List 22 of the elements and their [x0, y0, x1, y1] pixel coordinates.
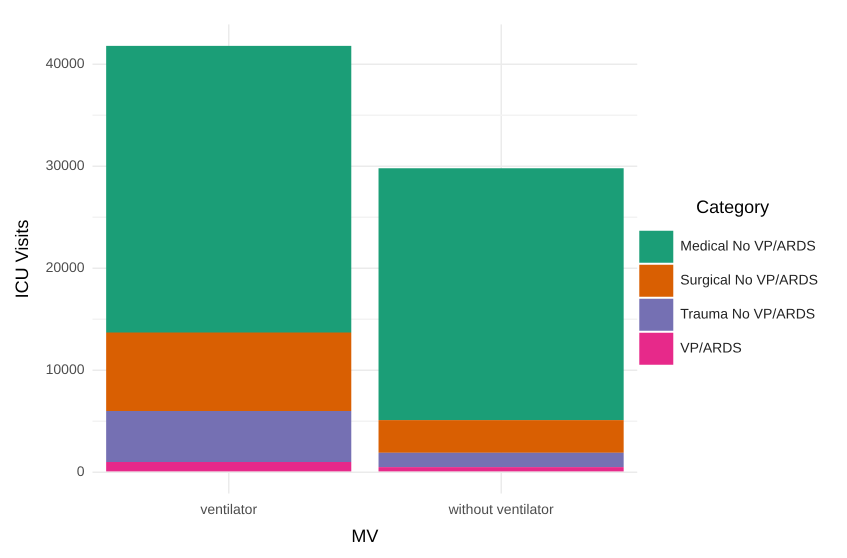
y-tick-label: 10000	[46, 361, 85, 378]
legend-label: Trauma No VP/ARDS	[680, 306, 816, 322]
y-tick-label: 40000	[46, 55, 85, 72]
bar	[378, 467, 624, 472]
legend-label: Surgical No VP/ARDS	[680, 272, 818, 288]
y-axis-title: ICU Visits	[12, 220, 32, 298]
x-tick-label: without ventilator	[448, 500, 554, 517]
bar	[378, 420, 624, 453]
bar	[106, 462, 352, 472]
x-tick-label: ventilator	[200, 500, 258, 517]
bar	[106, 46, 352, 332]
legend-label: Medical No VP/ARDS	[680, 238, 816, 254]
y-tick-label: 20000	[46, 259, 85, 276]
y-tick-label: 30000	[46, 157, 85, 174]
y-tick-label: 0	[76, 463, 85, 480]
bar	[378, 452, 624, 468]
bar	[106, 332, 352, 411]
bar	[378, 168, 624, 420]
bar	[106, 410, 352, 462]
legend-label: VP/ARDS	[680, 340, 742, 356]
x-axis-title: MV	[351, 526, 378, 546]
legend-title: Category	[696, 197, 770, 218]
